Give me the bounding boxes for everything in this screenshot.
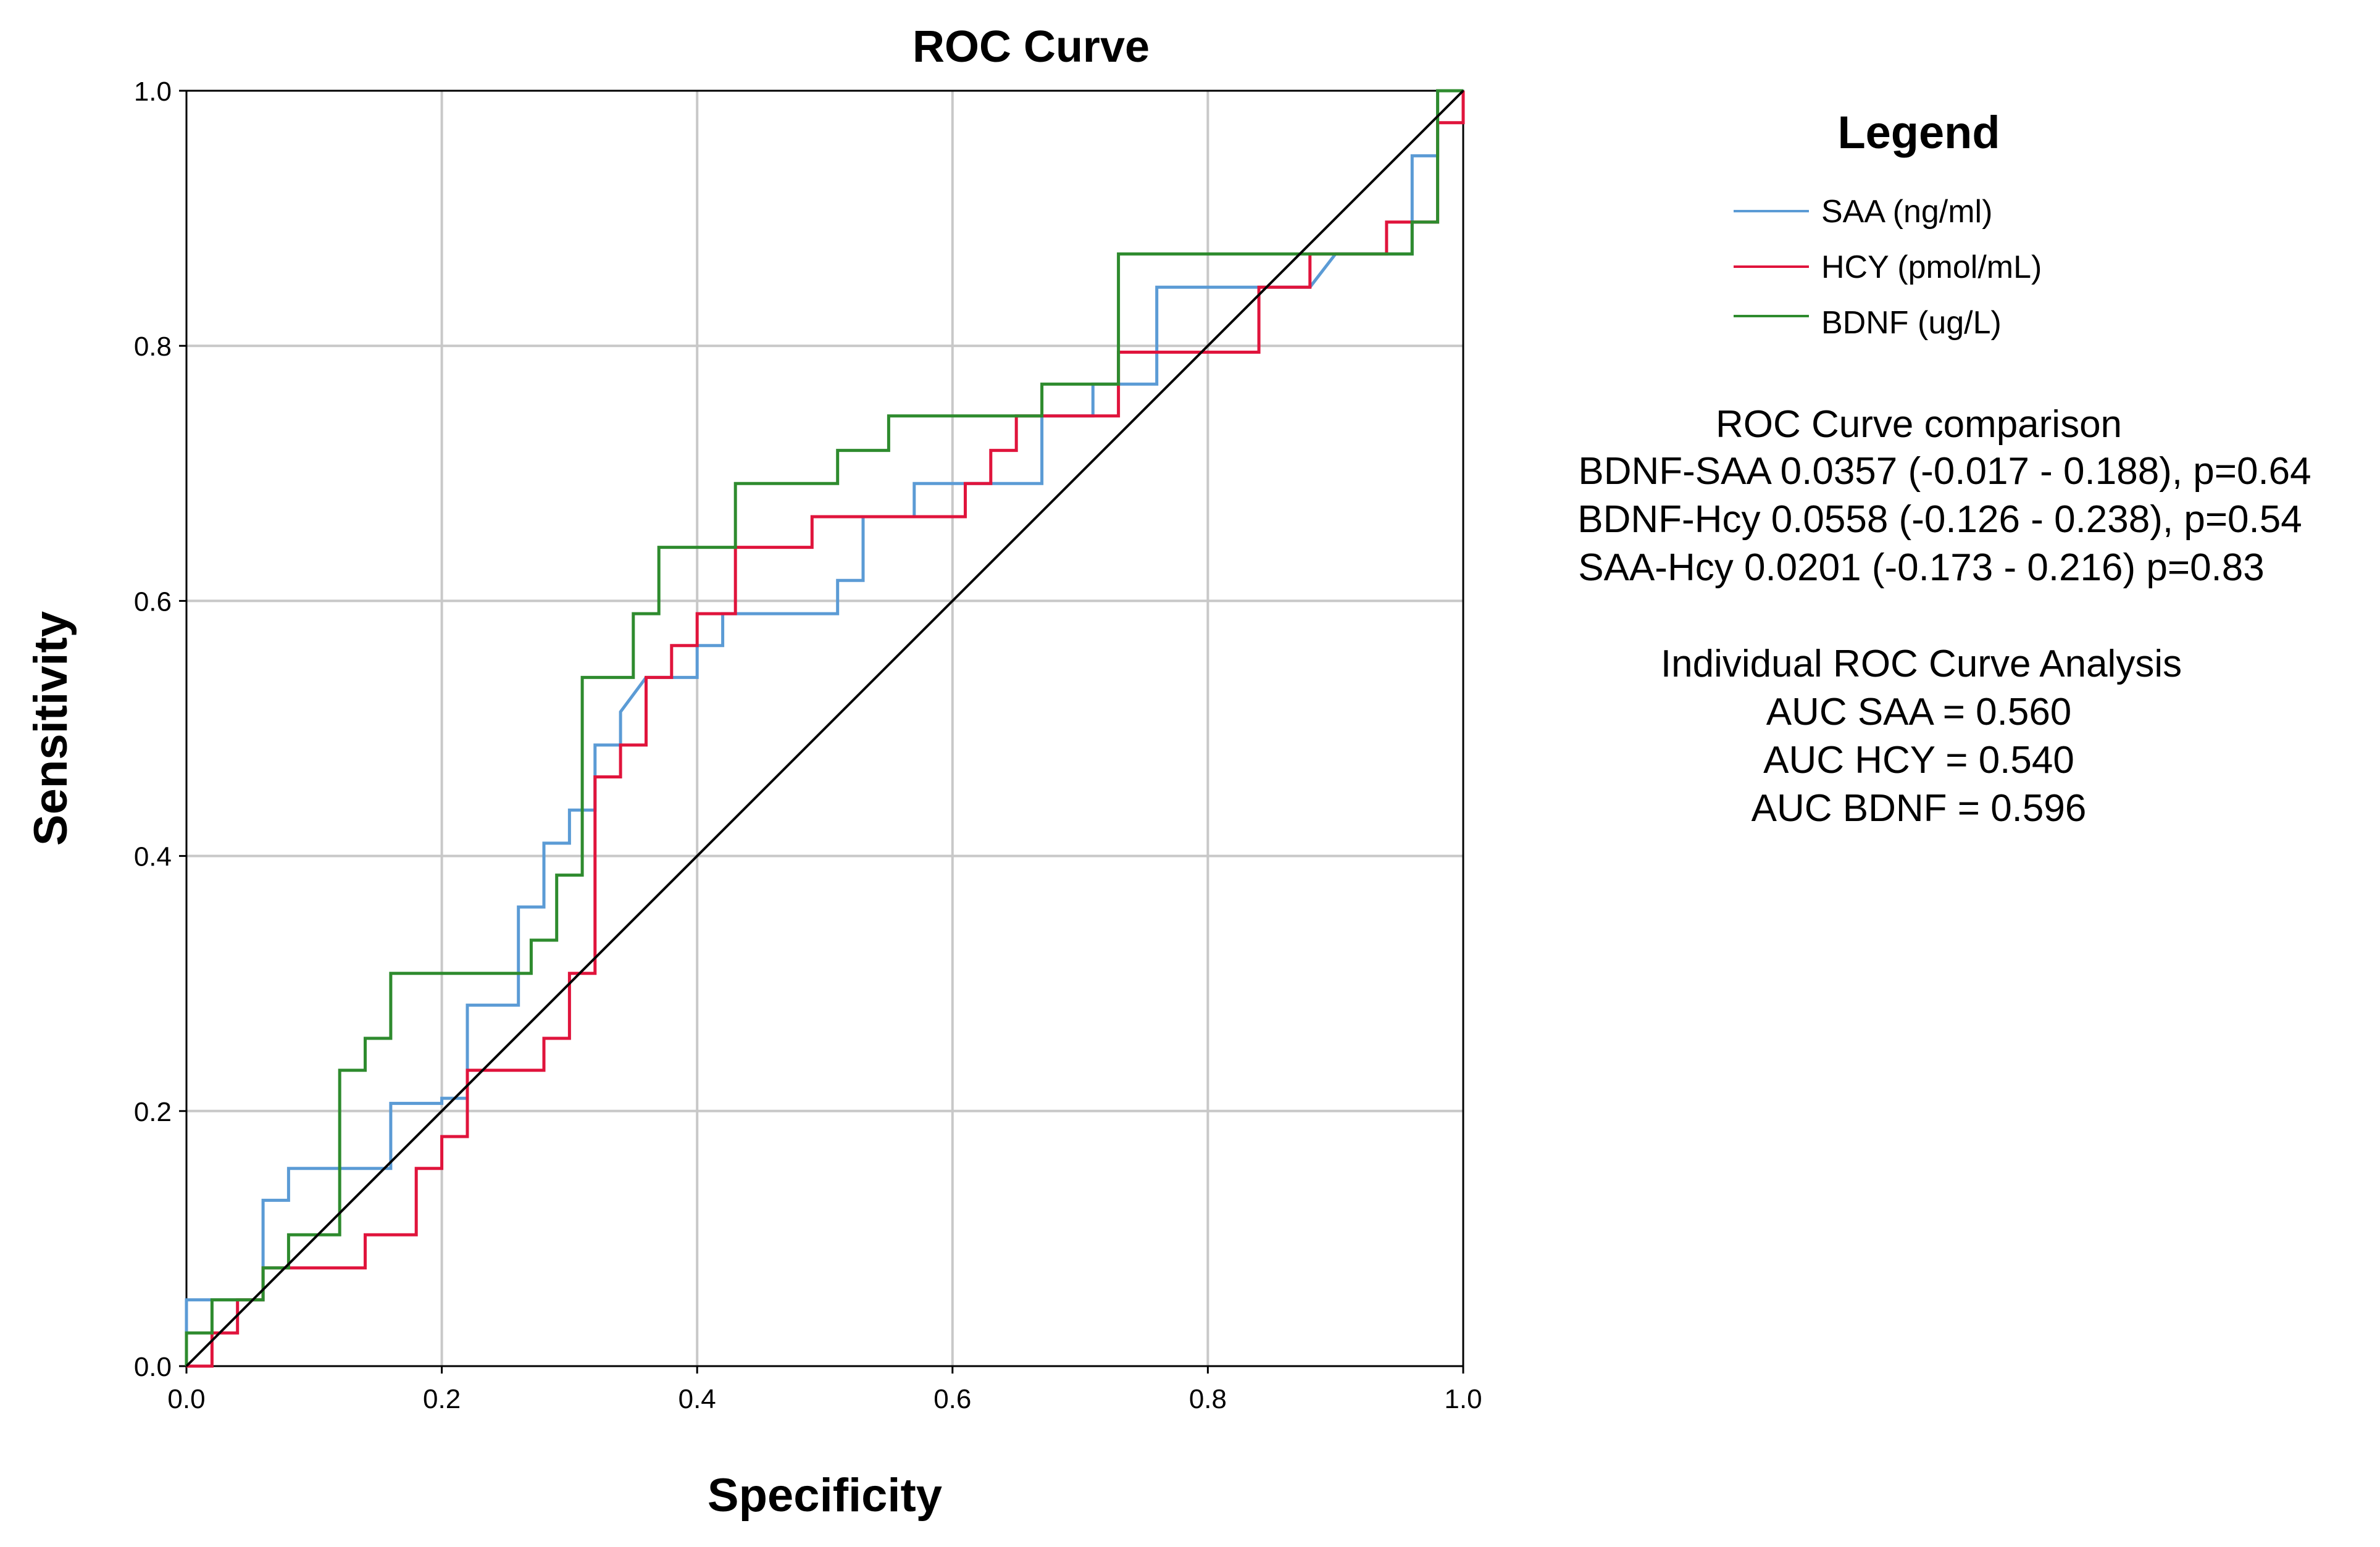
series-line-hcy [186,91,1465,1368]
comparison-title: ROC Curve comparison [1716,403,2122,446]
annotation-block: ROC Curve comparison BDNF-SAA 0.0357 (-0… [1577,403,2311,830]
x-tick-label: 0.4 [679,1384,716,1414]
y-tick-label: 0.4 [134,842,172,872]
legend-label-saa: SAA (ng/ml) [1821,194,1992,230]
y-tick-label: 0.8 [134,332,172,362]
plot-frame [185,90,1464,1367]
x-tick-label: 0.0 [167,1384,205,1414]
series-line-bdnf [185,89,1463,1366]
y-tick-label: 0.6 [134,586,172,617]
chart-title: ROC Curve [912,22,1150,72]
y-tick-label: 1.0 [134,77,172,107]
y-tick-label: 0.2 [134,1097,172,1127]
x-tick-label: 0.8 [1189,1384,1227,1414]
comparison-line-saa-hcy: SAA-Hcy 0.0201 (-0.173 - 0.216) p=0.83 [1578,546,2265,589]
grid-lines [186,91,1463,1366]
auc-bdnf: AUC BDNF = 0.596 [1752,787,2087,830]
comparison-line-bdnf-hcy: BDNF-Hcy 0.0558 (-0.126 - 0.238), p=0.54 [1577,498,2302,541]
x-tick-label: 0.2 [423,1384,461,1414]
auc-hcy: AUC HCY = 0.540 [1763,739,2074,782]
y-axis-title: Sensitivity [25,611,77,846]
axis-ticks: 0.0 0.2 0.4 0.6 0.8 1.0 0.0 0.2 0.4 0.6 0.8 1.0 [134,77,1482,1414]
x-tick-label: 1.0 [1444,1384,1482,1414]
legend-label-hcy: HCY (pmol/mL) [1821,249,2042,285]
reference-diagonal-line [185,90,1464,1367]
comparison-line-bdnf-saa: BDNF-SAA 0.0357 (-0.017 - 0.188), p=0.64 [1578,450,2311,493]
legend-label-bdnf: BDNF (ug/L) [1821,305,2002,341]
individual-title: Individual ROC Curve Analysis [1661,643,2182,685]
series-lines [185,89,1465,1368]
legend-title: Legend [1837,107,2000,158]
auc-saa: AUC SAA = 0.560 [1766,691,2072,733]
x-tick-label: 0.6 [933,1384,971,1414]
x-axis-title: Specificity [708,1469,942,1522]
legend: Legend SAA (ng/ml) HCY (pmol/mL) BDNF (u… [1734,107,2042,341]
y-tick-label: 0.0 [134,1352,172,1382]
